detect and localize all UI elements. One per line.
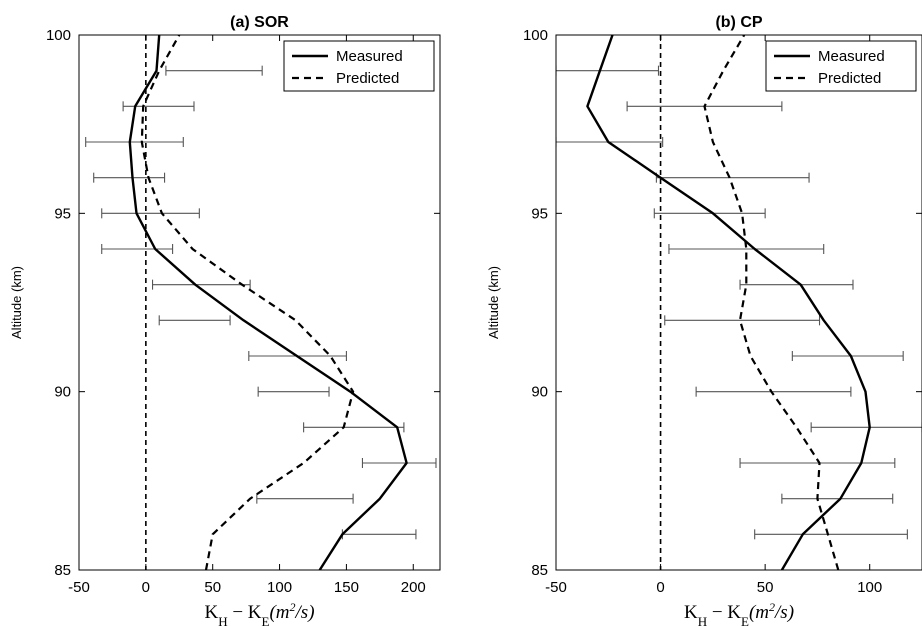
error-bar (303, 422, 405, 433)
y-tick-label: 95 (531, 205, 548, 222)
error-bar (256, 493, 354, 504)
error-bar (85, 137, 184, 147)
svg-text:KH − KE(m2/s): KH − KE(m2/s) (684, 600, 794, 626)
error-bar (158, 315, 231, 326)
x-axis-label-cp: KH − KE(m2/s) (684, 600, 794, 626)
y-axis-label-sor: Altitude (km) (9, 266, 24, 339)
y-tick-label: 85 (54, 562, 71, 579)
legend-label-measured: Measured (818, 48, 885, 65)
y-tick-label: 95 (54, 205, 71, 222)
error-bar (754, 529, 908, 540)
y-tick-label: 100 (46, 27, 71, 44)
error-bar (556, 65, 660, 76)
x-tick-label: 50 (757, 579, 774, 596)
x-tick-label: -50 (545, 579, 567, 596)
error-bar (165, 65, 263, 76)
panel-title-cp: (b) CP (715, 14, 762, 31)
y-axis-label-cp: Altitude (km) (486, 266, 501, 339)
x-tick-label: 150 (334, 579, 359, 596)
legend-label-predicted: Predicted (818, 70, 881, 87)
error-bar (664, 315, 821, 326)
error-bar (695, 386, 852, 397)
error-bar (341, 529, 417, 540)
series-line-measured (586, 35, 871, 570)
error-bar (739, 279, 854, 290)
error-bar (257, 386, 330, 397)
y-tick-label: 85 (531, 562, 548, 579)
axes-frame-sor (78, 34, 441, 571)
svg-text:KH − KE(m2/s): KH − KE(m2/s) (204, 600, 314, 626)
error-bar (151, 279, 251, 290)
legend-box (283, 40, 435, 92)
y-tick-label: 90 (531, 384, 548, 401)
x-tick-label: -50 (68, 579, 90, 596)
panel-cp: (b) CP Altitude (km) KH − KE(m2/s) -50 0 5… (486, 14, 922, 626)
error-bar (93, 172, 166, 183)
x-tick-label: 100 (857, 579, 882, 596)
series-line-measured (128, 35, 408, 570)
error-bar (781, 493, 894, 504)
panel-sor: (a) SOR Altitude (km) KH − KE(m2/s) -50 0… (9, 14, 441, 626)
series-line-predicted (703, 35, 840, 570)
legend-label-measured: Measured (336, 48, 403, 65)
series-line-predicted (140, 35, 355, 570)
error-bar (655, 172, 810, 183)
error-bar (653, 208, 766, 219)
error-bar (810, 422, 922, 433)
error-bar (739, 458, 896, 468)
error-bar (791, 351, 904, 361)
legend-sor: Measured Predicted (283, 40, 435, 92)
error-bar (361, 458, 437, 468)
legend-label-predicted: Predicted (336, 70, 399, 87)
axes-frame-cp (555, 34, 922, 571)
y-tick-label: 90 (54, 384, 71, 401)
legend-box (765, 40, 917, 92)
error-bar (101, 244, 174, 254)
error-bar (101, 208, 200, 219)
x-tick-label: 100 (267, 579, 292, 596)
x-tick-label: 50 (204, 579, 221, 596)
x-tick-label: 0 (656, 579, 664, 596)
x-tick-label: 200 (401, 579, 426, 596)
x-axis-label-sor: KH − KE(m2/s) (204, 600, 314, 626)
legend-cp: Measured Predicted (765, 40, 917, 92)
panel-title-sor: (a) SOR (230, 14, 289, 31)
y-tick-label: 100 (523, 27, 548, 44)
error-bar (668, 244, 825, 254)
x-tick-label: 0 (142, 579, 150, 596)
